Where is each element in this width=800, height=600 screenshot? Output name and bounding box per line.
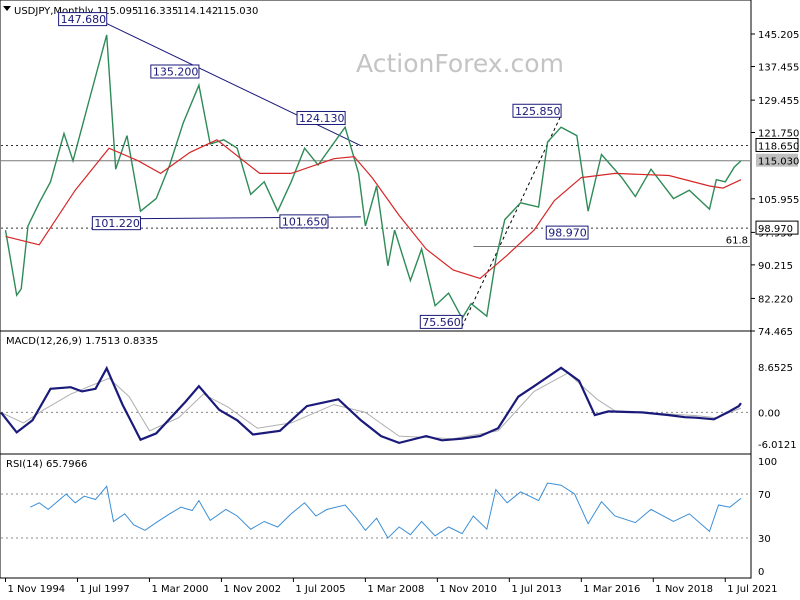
fib-level-label: 61.8 — [726, 235, 748, 246]
price-annotation-box — [545, 225, 589, 240]
symbol-title: USDJPY,Monthly — [14, 6, 94, 17]
y-tick-label: 137.455 — [758, 63, 799, 74]
rsi-tick-label: 0 — [758, 567, 764, 578]
levels-layer — [1, 144, 750, 247]
price-level-tag — [756, 153, 798, 167]
ohlc-open: 115.095 — [97, 6, 138, 17]
price-annotation-box — [150, 64, 200, 79]
price-annotation-box — [419, 314, 463, 329]
dropdown-arrow-icon — [3, 6, 11, 11]
price-series-line — [4, 34, 742, 320]
x-tick-label: 1 Jul 2021 — [727, 584, 777, 595]
x-tick-label: 1 Nov 1994 — [7, 584, 65, 595]
y-axis-labels: 145.205137.455129.455121.750105.95597.95… — [726, 30, 800, 338]
macd-tick-label: 0.00 — [758, 408, 780, 419]
price-annotation-box — [512, 103, 562, 118]
ohlc-close: 115.030 — [217, 6, 258, 17]
watermark-text: ActionForex.com — [356, 49, 564, 78]
rsi-title: RSI(14) 65.7966 — [6, 459, 87, 470]
y-tick-label: 145.205 — [758, 30, 799, 41]
y-tick-label: 105.955 — [758, 195, 799, 206]
x-tick-label: 1 Nov 2002 — [223, 584, 281, 595]
y-tick-label: 82.220 — [758, 294, 793, 305]
x-axis-labels: 1 Nov 1994 1 Jul 1997 1 Mar 2000 1 Nov 2002… — [4, 578, 777, 595]
ohlc-high: 116.335 — [137, 6, 178, 17]
x-tick-label: 1 Jul 2013 — [511, 584, 561, 595]
rsi-tick-label: 30 — [758, 534, 771, 545]
price-annotation-label: 101.650 — [282, 215, 328, 228]
price-level-tag-label: 118.650 — [758, 141, 799, 152]
macd-title: MACD(12,26,9) 1.7513 0.8335 — [6, 336, 158, 347]
rsi-line — [29, 482, 742, 539]
price-level-tag — [755, 220, 799, 235]
price-level-tag — [755, 137, 799, 152]
rsi-layer: 100 70 30 0 — [1, 457, 777, 578]
price-level-tag-label: 98.970 — [758, 224, 793, 235]
macd-signal-line — [0, 372, 742, 440]
trendline — [461, 115, 562, 327]
price-header: USDJPY,Monthly 115.095 116.335 114.142 1… — [3, 6, 258, 17]
trendline — [106, 23, 362, 147]
price-layer — [4, 34, 742, 320]
x-tick-label: 1 Jul 2005 — [295, 584, 345, 595]
x-tick-label: 1 Jul 1997 — [79, 584, 129, 595]
price-annotation-label: 125.850 — [515, 105, 561, 118]
x-tick-label: 1 Nov 2010 — [439, 584, 497, 595]
x-tick-label: 1 Mar 2016 — [583, 584, 640, 595]
price-annotation-box — [91, 216, 141, 231]
y-tick-label: 129.455 — [758, 96, 799, 107]
rsi-tick-label: 70 — [758, 490, 771, 501]
price-annotation-box — [296, 110, 346, 125]
price-annotation-label: 101.220 — [94, 217, 140, 230]
annotations-layer: 147.680 135.200 124.130 101.220 101.650 75.56… — [58, 12, 589, 329]
price-annotation-label: 135.200 — [153, 66, 199, 79]
macd-tick-label: 8.6525 — [758, 363, 793, 374]
price-annotation-label: 75.560 — [422, 316, 461, 329]
price-level-tag-label: 115.030 — [758, 157, 799, 168]
x-tick-label: 1 Mar 2000 — [151, 584, 208, 595]
macd-layer: 8.6525 0.00 -6.0121 — [0, 363, 797, 451]
moving-average-line — [5, 139, 742, 280]
ohlc-low: 114.142 — [177, 6, 218, 17]
price-annotation-label: 98.970 — [548, 227, 587, 240]
chart-frame — [0, 0, 752, 579]
x-tick-label: 1 Nov 2018 — [655, 584, 713, 595]
price-annotation-label: 124.130 — [299, 112, 345, 125]
price-annotation-label: 147.680 — [61, 13, 107, 26]
y-tick-label: 74.465 — [758, 327, 793, 338]
price-annotation-box — [279, 214, 329, 229]
y-tick-label: 121.750 — [758, 128, 799, 139]
macd-tick-label: -6.0121 — [758, 440, 797, 451]
price-annotation-box — [58, 12, 108, 27]
rsi-tick-label: 100 — [758, 457, 777, 468]
x-tick-label: 1 Mar 2008 — [367, 584, 424, 595]
macd-line — [0, 365, 742, 445]
y-tick-label: 90.215 — [758, 261, 793, 272]
